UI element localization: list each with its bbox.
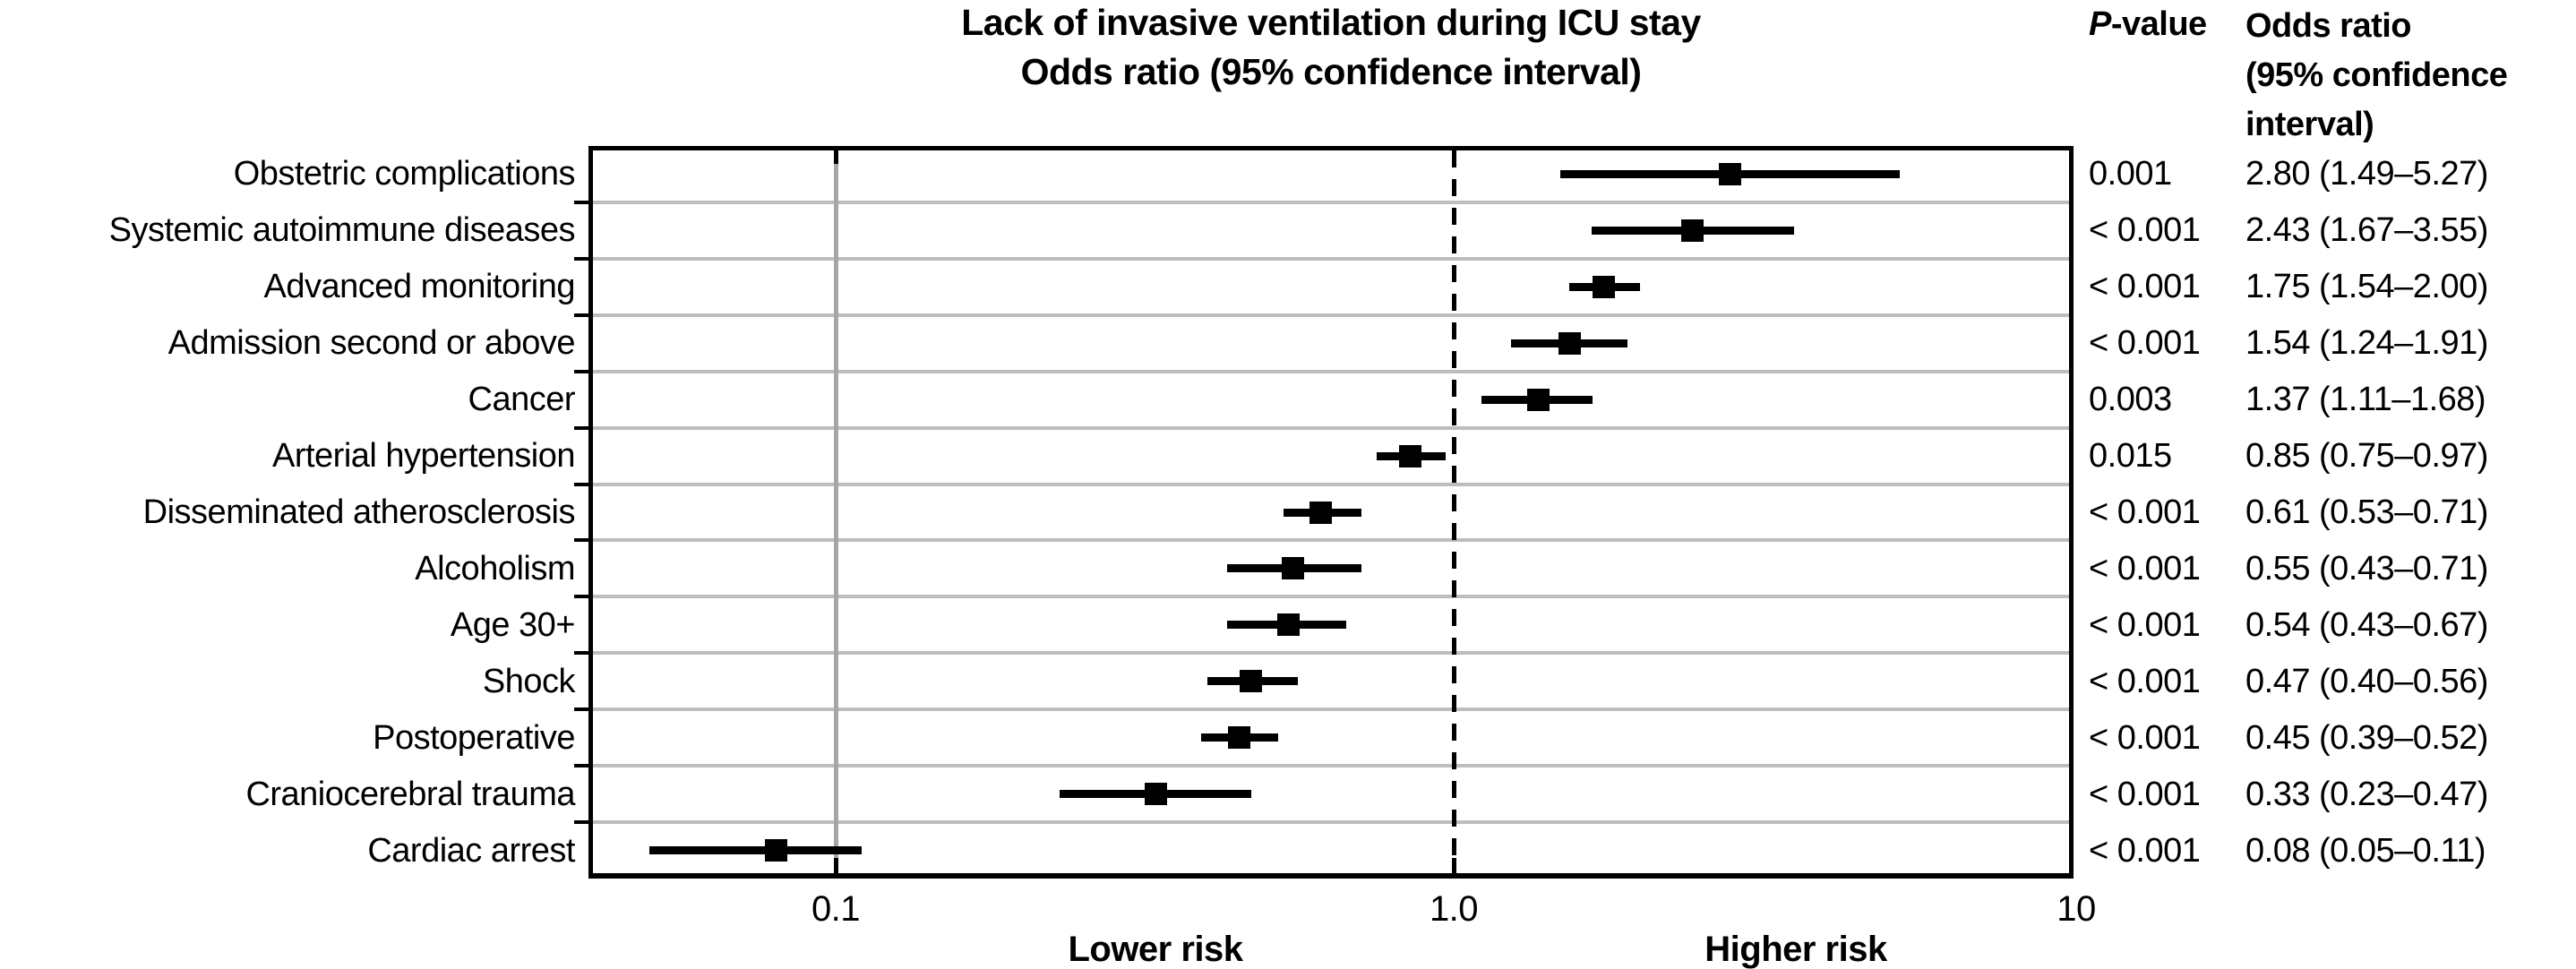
- or-marker: [1398, 444, 1421, 467]
- p-value: < 0.001: [2089, 549, 2201, 587]
- or-marker: [1719, 162, 1742, 185]
- gridline: [593, 256, 2069, 261]
- p-value: < 0.001: [2089, 718, 2201, 757]
- or-marker: [1558, 331, 1581, 355]
- y-axis-tick: [574, 538, 588, 543]
- guide-line-0.1: [834, 150, 838, 873]
- row-label: Obstetric complications: [233, 155, 576, 193]
- y-axis-tick: [574, 595, 588, 599]
- y-axis-tick: [574, 256, 588, 261]
- y-axis-tick: [574, 707, 588, 712]
- row-label: Advanced monitoring: [263, 268, 576, 306]
- lower-risk-axis-annotation: Lower risk: [1068, 930, 1243, 969]
- p-value: 0.003: [2089, 381, 2172, 419]
- x-tick-label-10: 10: [2057, 889, 2096, 929]
- row-label: Admission second or above: [167, 324, 576, 363]
- or-marker: [1282, 557, 1305, 580]
- row-label: Cardiac arrest: [367, 831, 575, 870]
- gridline: [593, 595, 2069, 599]
- x-tick-label-0.1: 0.1: [811, 889, 861, 929]
- or-marker: [1593, 275, 1616, 298]
- or-column-header: Odds ratio (95% confidence interval): [2245, 2, 2508, 150]
- or-marker: [1680, 219, 1704, 242]
- or-ci-value: 2.43 (1.67–3.55): [2245, 211, 2488, 250]
- p-value: < 0.001: [2089, 211, 2201, 250]
- chart-title: Lack of invasive ventilation during ICU …: [961, 2, 1701, 43]
- pvalue-header-italic-p: P: [2089, 5, 2111, 43]
- or-header-line3: interval): [2245, 106, 2374, 143]
- p-value: < 0.001: [2089, 268, 2201, 306]
- row-label: Arterial hypertension: [271, 437, 576, 476]
- y-axis-tick: [574, 425, 588, 430]
- gridline: [593, 651, 2069, 656]
- p-value: < 0.001: [2089, 831, 2201, 870]
- row-label: Cancer: [468, 381, 576, 419]
- p-value: 0.015: [2089, 437, 2172, 476]
- or-ci-value: 0.08 (0.05–0.11): [2245, 831, 2486, 870]
- or-ci-value: 0.45 (0.39–0.52): [2245, 718, 2488, 757]
- x-tick-label-1.0: 1.0: [1429, 889, 1479, 929]
- ci-whisker: [649, 846, 862, 855]
- y-axis-tick: [574, 764, 588, 768]
- or-ci-value: 0.85 (0.75–0.97): [2245, 437, 2488, 476]
- pvalue-column-header: P-value: [2089, 5, 2207, 44]
- gridline: [593, 764, 2069, 768]
- p-value: < 0.001: [2089, 662, 2201, 700]
- chart-subtitle: Odds ratio (95% confidence interval): [1020, 51, 1642, 92]
- x-axis-tick: [1452, 150, 1456, 164]
- p-value: < 0.001: [2089, 775, 2201, 813]
- x-axis-tick: [834, 858, 838, 873]
- x-axis-tick: [1452, 858, 1456, 873]
- y-axis-tick: [574, 651, 588, 656]
- gridline: [593, 538, 2069, 543]
- pvalue-header-rest: -value: [2110, 5, 2207, 43]
- gridline: [593, 200, 2069, 204]
- or-marker: [764, 839, 787, 862]
- row-label: Disseminated atherosclerosis: [142, 493, 576, 531]
- y-axis-tick: [574, 482, 588, 486]
- or-marker: [1145, 783, 1168, 806]
- p-value: < 0.001: [2089, 605, 2201, 644]
- or-ci-value: 0.54 (0.43–0.67): [2245, 605, 2488, 644]
- p-value: < 0.001: [2089, 493, 2201, 531]
- reference-line-1.0: [1452, 150, 1456, 873]
- or-marker: [1276, 613, 1300, 637]
- row-label: Alcoholism: [415, 549, 575, 587]
- gridline: [593, 820, 2069, 825]
- higher-risk-axis-annotation: Higher risk: [1704, 930, 1887, 969]
- gridline: [593, 707, 2069, 712]
- or-ci-value: 1.75 (1.54–2.00): [2245, 268, 2488, 306]
- or-ci-value: 0.61 (0.53–0.71): [2245, 493, 2488, 531]
- or-ci-value: 0.55 (0.43–0.71): [2245, 549, 2488, 587]
- gridline: [593, 369, 2069, 373]
- p-value: < 0.001: [2089, 324, 2201, 363]
- or-marker: [1228, 726, 1251, 750]
- gridline: [593, 482, 2069, 486]
- gridline: [593, 425, 2069, 430]
- y-axis-tick: [574, 200, 588, 204]
- or-marker: [1526, 388, 1550, 411]
- or-ci-value: 1.54 (1.24–1.91): [2245, 324, 2488, 363]
- row-label: Postoperative: [373, 718, 575, 757]
- or-header-line1: Odds ratio: [2245, 7, 2412, 45]
- y-axis-tick: [574, 820, 588, 825]
- row-label: Shock: [482, 662, 576, 700]
- row-label: Systemic autoimmune diseases: [108, 211, 576, 250]
- or-marker: [1240, 670, 1263, 693]
- or-marker: [1309, 501, 1333, 524]
- or-ci-value: 0.33 (0.23–0.47): [2245, 775, 2488, 813]
- x-axis-tick: [834, 150, 838, 164]
- row-label: Age 30+: [450, 605, 576, 644]
- or-ci-value: 1.37 (1.11–1.68): [2245, 381, 2486, 419]
- or-header-line2: (95% confidence: [2245, 56, 2508, 94]
- gridline: [593, 313, 2069, 317]
- y-axis-tick: [574, 313, 588, 317]
- y-axis-tick: [574, 369, 588, 373]
- p-value: 0.001: [2089, 155, 2172, 193]
- or-ci-value: 2.80 (1.49–5.27): [2245, 155, 2488, 193]
- or-ci-value: 0.47 (0.40–0.56): [2245, 662, 2488, 700]
- row-label: Craniocerebral trauma: [245, 775, 575, 813]
